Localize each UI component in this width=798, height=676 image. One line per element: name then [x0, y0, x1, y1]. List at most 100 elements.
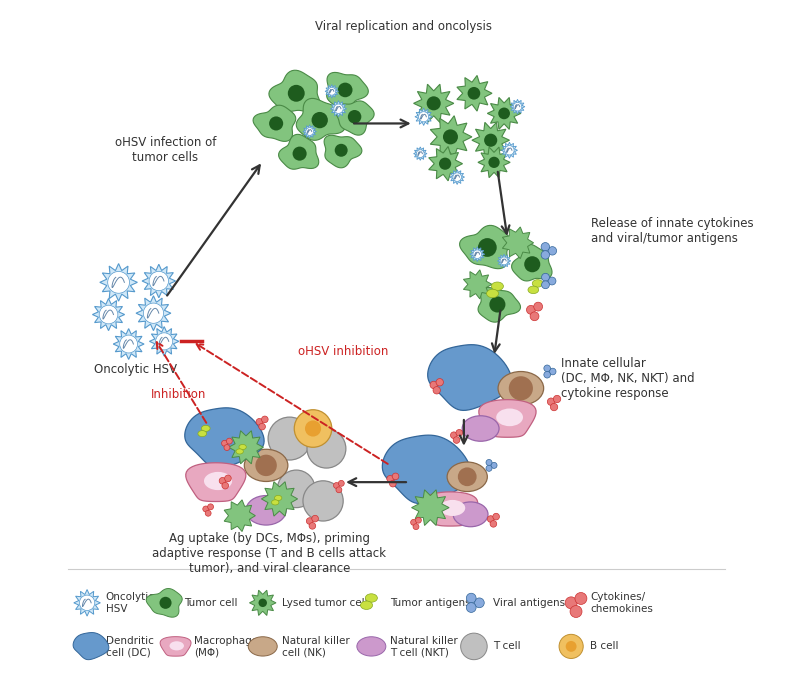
- Circle shape: [411, 519, 417, 525]
- Circle shape: [312, 515, 318, 522]
- Circle shape: [475, 598, 484, 608]
- Polygon shape: [430, 116, 472, 158]
- Circle shape: [453, 173, 461, 181]
- Circle shape: [303, 481, 343, 521]
- Circle shape: [307, 429, 346, 468]
- Circle shape: [336, 487, 342, 493]
- Circle shape: [160, 597, 172, 609]
- Circle shape: [417, 150, 425, 158]
- Polygon shape: [228, 431, 263, 464]
- Circle shape: [334, 104, 343, 114]
- Polygon shape: [413, 84, 454, 122]
- Circle shape: [413, 524, 419, 529]
- Ellipse shape: [496, 408, 523, 426]
- Circle shape: [468, 87, 480, 99]
- Text: Innate cellular
(DC, MΦ, NK, NKT) and
cytokine response: Innate cellular (DC, MΦ, NK, NKT) and cy…: [561, 357, 695, 400]
- Circle shape: [486, 460, 492, 466]
- Polygon shape: [250, 590, 276, 615]
- Polygon shape: [510, 99, 525, 114]
- Text: Macrophage
(MΦ): Macrophage (MΦ): [195, 635, 259, 657]
- Polygon shape: [113, 329, 144, 360]
- Circle shape: [553, 395, 561, 403]
- Text: oHSV inhibition: oHSV inhibition: [298, 345, 389, 358]
- Ellipse shape: [248, 637, 277, 656]
- Circle shape: [549, 368, 556, 375]
- Polygon shape: [279, 135, 318, 169]
- Circle shape: [436, 379, 444, 386]
- Text: Natural killer
T cell (NKT): Natural killer T cell (NKT): [390, 635, 458, 657]
- Ellipse shape: [271, 500, 279, 505]
- Circle shape: [419, 112, 429, 122]
- Polygon shape: [142, 264, 176, 297]
- Circle shape: [108, 272, 129, 293]
- Circle shape: [473, 250, 481, 258]
- Circle shape: [268, 417, 311, 460]
- Circle shape: [541, 243, 550, 251]
- Ellipse shape: [239, 444, 247, 450]
- Circle shape: [387, 475, 393, 482]
- Text: Oncolytic
HSV: Oncolytic HSV: [106, 592, 155, 614]
- Polygon shape: [479, 400, 536, 437]
- Ellipse shape: [453, 502, 488, 527]
- Polygon shape: [185, 408, 264, 468]
- Circle shape: [439, 158, 451, 170]
- Ellipse shape: [204, 472, 232, 490]
- Circle shape: [334, 144, 348, 157]
- Polygon shape: [224, 500, 255, 531]
- Text: Ag uptake (by DCs, MΦs), priming
adaptive response (T and B cells attack
tumor),: Ag uptake (by DCs, MΦs), priming adaptiv…: [152, 533, 386, 575]
- Circle shape: [348, 110, 361, 124]
- Circle shape: [544, 365, 551, 372]
- Circle shape: [99, 305, 118, 324]
- Circle shape: [493, 513, 500, 520]
- Circle shape: [566, 641, 577, 652]
- Circle shape: [205, 510, 211, 516]
- Polygon shape: [478, 287, 520, 322]
- Circle shape: [224, 445, 230, 450]
- Polygon shape: [464, 270, 492, 299]
- Ellipse shape: [198, 431, 207, 437]
- Circle shape: [416, 517, 421, 523]
- Circle shape: [293, 147, 306, 161]
- Ellipse shape: [492, 282, 504, 291]
- Polygon shape: [73, 633, 109, 660]
- Ellipse shape: [244, 450, 288, 481]
- Circle shape: [559, 634, 583, 658]
- Text: Lysed tumor cell: Lysed tumor cell: [282, 598, 367, 608]
- Circle shape: [427, 96, 440, 110]
- Ellipse shape: [357, 637, 385, 656]
- Text: Oncolytic HSV: Oncolytic HSV: [94, 363, 177, 376]
- Circle shape: [530, 312, 539, 320]
- Text: Natural killer
cell (NK): Natural killer cell (NK): [282, 635, 350, 657]
- Circle shape: [311, 112, 328, 128]
- Circle shape: [489, 297, 505, 312]
- Polygon shape: [429, 147, 463, 181]
- Polygon shape: [503, 227, 534, 259]
- Circle shape: [207, 504, 214, 510]
- Circle shape: [256, 418, 263, 425]
- Circle shape: [534, 302, 543, 311]
- Circle shape: [222, 482, 228, 489]
- Polygon shape: [326, 72, 369, 110]
- Circle shape: [451, 432, 457, 439]
- Ellipse shape: [487, 289, 499, 297]
- Text: Viral replication and oncolysis: Viral replication and oncolysis: [315, 20, 492, 32]
- Circle shape: [255, 455, 277, 476]
- Polygon shape: [460, 225, 511, 269]
- Circle shape: [500, 257, 508, 265]
- Ellipse shape: [361, 601, 373, 610]
- Polygon shape: [382, 435, 471, 504]
- Circle shape: [548, 277, 556, 285]
- Circle shape: [309, 523, 316, 529]
- Circle shape: [551, 404, 558, 411]
- Circle shape: [120, 335, 137, 353]
- Polygon shape: [497, 254, 511, 268]
- Ellipse shape: [246, 496, 286, 525]
- Ellipse shape: [532, 280, 543, 287]
- Polygon shape: [457, 76, 492, 111]
- Circle shape: [488, 516, 494, 523]
- Text: Inhibition: Inhibition: [152, 389, 207, 402]
- Circle shape: [488, 157, 500, 168]
- Text: Viral antigens: Viral antigens: [492, 598, 565, 608]
- Ellipse shape: [498, 372, 543, 405]
- Ellipse shape: [365, 594, 377, 602]
